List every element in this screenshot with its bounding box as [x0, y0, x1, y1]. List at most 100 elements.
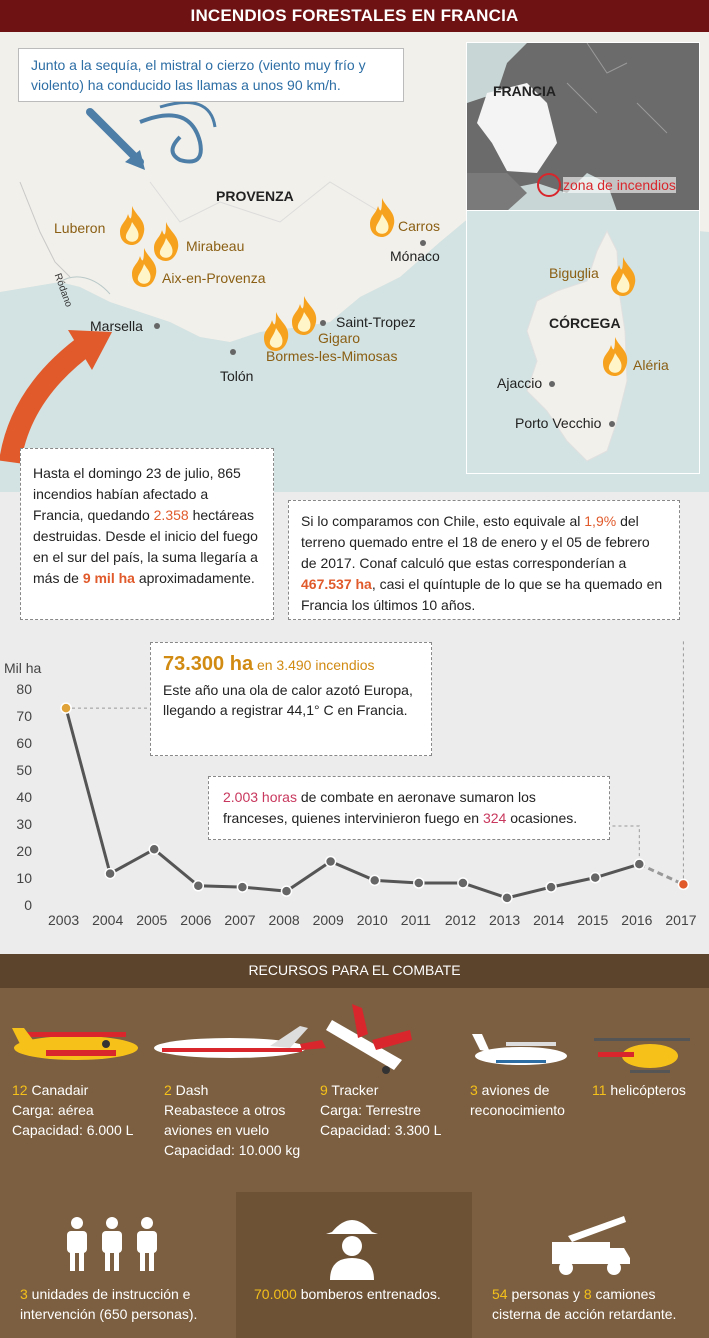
- units-text: intervención (650 personas).: [20, 1306, 198, 1322]
- y-axis-label: Mil ha: [4, 660, 42, 676]
- tracker-detail: Capacidad: 3.300 L: [320, 1122, 442, 1138]
- data-point: [589, 871, 601, 884]
- fire-label: Mirabeau: [186, 238, 245, 254]
- comparison-text: del terreno quemado entre el 18 de enero…: [301, 513, 650, 571]
- x-tick-label: 2017: [665, 912, 697, 928]
- x-tick-label: 2008: [268, 912, 300, 928]
- firefighter-icon: [326, 1220, 378, 1280]
- wind-note-text: Junto a la sequía, el mistral o cierzo (…: [31, 57, 366, 93]
- recon-plane-icon: [472, 1034, 567, 1065]
- canadair-count: 12: [12, 1082, 28, 1098]
- chile-comparison-box: Si lo comparamos con Chile, esto equival…: [288, 500, 680, 620]
- data-point: [60, 702, 72, 714]
- firefighters-text: bomberos entrenados.: [296, 1286, 441, 1302]
- series-line: [64, 707, 685, 900]
- x-tick-label: 2013: [489, 912, 521, 928]
- helicopter-name: helicópteros: [606, 1082, 686, 1098]
- city-label: Mónaco: [390, 248, 440, 264]
- fire-icon: [260, 310, 292, 357]
- comparison-text: Si lo comparamos con Chile, esto equival…: [301, 513, 585, 529]
- region-label: PROVENZA: [216, 188, 294, 204]
- data-point: [457, 877, 469, 889]
- city-dot: [609, 421, 615, 427]
- resources-title: RECURSOS PARA EL COMBATE: [248, 962, 461, 978]
- trucks-text: cisterna de acción retardante.: [492, 1306, 677, 1322]
- city-dot: [154, 323, 160, 329]
- x-tick-label: 2007: [224, 912, 256, 928]
- canadair-detail: Carga: aérea: [12, 1102, 94, 1118]
- tracker-count: 9: [320, 1082, 328, 1098]
- summary-text: Hasta el domingo 23 de julio, 865 incend…: [33, 465, 241, 523]
- firefighters-count: 70.000: [254, 1286, 297, 1302]
- y-tick-label: 0: [24, 897, 32, 913]
- tracker-icon: [326, 1004, 412, 1074]
- units-info: 3 unidades de instrucción e intervención…: [20, 1284, 236, 1324]
- units-count: 3: [20, 1286, 28, 1302]
- x-tick-label: 2012: [444, 912, 477, 928]
- city-dot: [230, 349, 236, 355]
- city-label: Porto Vecchio: [515, 415, 602, 431]
- trucks-panel: [472, 1192, 709, 1338]
- trucks-text: personas y: [507, 1286, 584, 1302]
- helicopter-info: 11 helicópteros: [592, 1080, 708, 1100]
- tracker-info: 9 Tracker Carga: Terrestre Capacidad: 3.…: [320, 1080, 460, 1140]
- city-label: Tolón: [220, 368, 254, 384]
- x-tick-label: 2003: [48, 912, 80, 928]
- x-tick-label: 2014: [533, 912, 565, 928]
- y-tick-label: 10: [16, 870, 32, 886]
- x-tick-label: 2005: [136, 912, 168, 928]
- data-point: [280, 885, 293, 897]
- city-dot: [420, 240, 426, 246]
- helicopter-icon: [594, 1038, 690, 1073]
- total-value: 9 mil ha: [82, 570, 135, 586]
- data-point: [413, 877, 425, 889]
- city-label: Marsella: [90, 318, 143, 334]
- city-label: Ajaccio: [497, 375, 543, 391]
- dash-info: 2 Dash Reabastece a otros aviones en vue…: [164, 1080, 324, 1160]
- y-tick-label: 80: [16, 681, 32, 697]
- inset-country-label: FRANCIA: [493, 83, 556, 99]
- fire-icon: [366, 196, 398, 243]
- x-tick-label: 2016: [621, 912, 653, 928]
- dash-detail: Reabastece a otros: [164, 1102, 286, 1118]
- hectares-value: 2.358: [153, 507, 189, 523]
- burned-area-chart: [60, 640, 690, 904]
- dash-icon: [154, 1026, 326, 1058]
- city-label: Saint-Tropez: [336, 314, 416, 330]
- air-combat-box: 2.003 horas de combate en aeronave sumar…: [208, 776, 610, 840]
- y-tick-label: 30: [16, 816, 32, 832]
- x-tick-label: 2015: [577, 912, 609, 928]
- x-tick-label: 2010: [356, 912, 388, 928]
- fire-label: Biguglia: [549, 265, 599, 281]
- trucks-count: 8: [583, 1286, 592, 1302]
- city-dot: [320, 320, 326, 326]
- fire-truck-icon: [552, 1216, 630, 1275]
- corsica-inset: Biguglia Aléria CÓRCEGA Ajaccio Porto Ve…: [466, 210, 700, 474]
- units-text: unidades de instrucción e: [27, 1286, 191, 1302]
- fire-icon: [116, 204, 148, 251]
- people-count: 54: [492, 1286, 508, 1302]
- canadair-icon: [12, 1028, 138, 1060]
- x-tick-label: 2006: [180, 912, 212, 928]
- dash-detail: aviones en vuelo: [164, 1122, 270, 1138]
- comparison-text: , casi el quíntuple de lo que se ha quem…: [301, 576, 663, 613]
- corsica-shape: [526, 229, 628, 462]
- aircraft-panel: [0, 988, 709, 1192]
- heatwave-text: Este año una ola de calor azotó Europa, …: [163, 682, 413, 718]
- data-point: [368, 874, 381, 887]
- interventions-value: 324: [482, 810, 507, 826]
- firefighters-info: 70.000 bomberos entrenados.: [254, 1284, 464, 1304]
- fire-label: Carros: [398, 218, 441, 234]
- y-tick-label: 40: [16, 789, 32, 805]
- tracker-detail: Carga: Terrestre: [320, 1102, 421, 1118]
- recon-info: 3 aviones de reconocimiento: [470, 1080, 590, 1120]
- fire-label: Aix-en-Provenza: [162, 270, 266, 286]
- trucks-text: camiones: [591, 1286, 656, 1302]
- hours-value: 2.003 horas: [223, 789, 297, 805]
- data-point: [324, 855, 337, 868]
- people-icon: [67, 1217, 157, 1271]
- summary-text: aproximadamente.: [134, 570, 255, 586]
- y-tick-label: 70: [16, 708, 32, 724]
- dash-name: Dash: [171, 1082, 209, 1098]
- recon-name: aviones de: [477, 1082, 550, 1098]
